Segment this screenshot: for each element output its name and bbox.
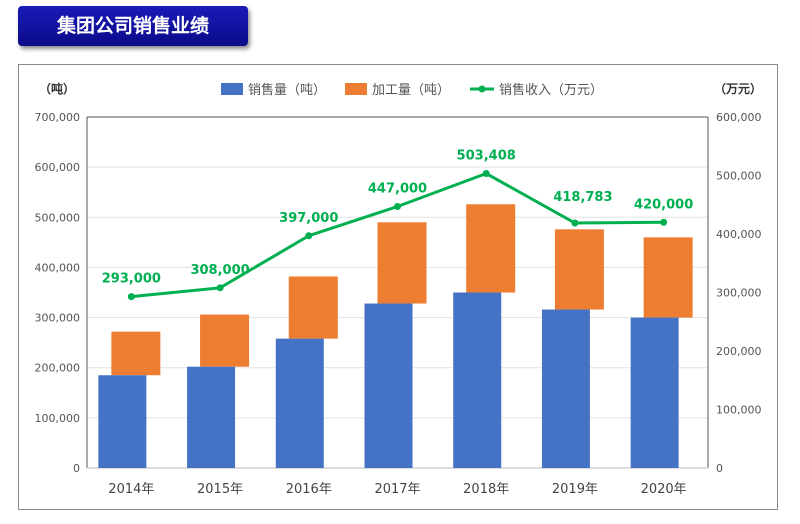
- right-tick-label: 200,000: [716, 345, 762, 358]
- bar-processing: [466, 204, 516, 293]
- bar-sales-volume: [453, 292, 502, 468]
- legend-line-marker: [478, 85, 486, 93]
- data-label-revenue: 420,000: [634, 197, 693, 212]
- legend-label: 销售收入（万元）: [499, 82, 603, 98]
- bar-processing: [643, 237, 693, 318]
- bar-sales-volume: [187, 366, 236, 468]
- data-label-revenue: 397,000: [279, 211, 338, 226]
- x-tick-label: 2019年: [552, 482, 598, 497]
- point-revenue: [660, 218, 668, 226]
- left-tick-label: 700,000: [35, 111, 81, 124]
- bar-sales-volume: [275, 338, 324, 468]
- bar-processing: [200, 314, 250, 367]
- right-tick-label: 300,000: [716, 287, 762, 300]
- left-tick-label: 400,000: [35, 261, 81, 274]
- bar-processing: [554, 229, 604, 310]
- bar-sales-volume: [98, 375, 147, 468]
- data-label-revenue: 503,408: [457, 149, 516, 164]
- bar-processing: [377, 222, 427, 304]
- left-tick-label: 300,000: [35, 312, 81, 325]
- data-label-revenue: 418,783: [553, 190, 612, 205]
- left-tick-label: 600,000: [35, 161, 81, 174]
- bar-sales-volume: [364, 303, 413, 468]
- left-tick-label: 0: [73, 462, 80, 475]
- x-tick-label: 2017年: [374, 482, 420, 497]
- point-revenue: [127, 293, 135, 301]
- x-tick-label: 2020年: [641, 482, 687, 497]
- x-tick-label: 2018年: [463, 482, 509, 497]
- right-tick-label: 0: [716, 462, 723, 475]
- left-tick-label: 100,000: [35, 412, 81, 425]
- point-revenue: [305, 232, 313, 240]
- bar-processing: [111, 331, 161, 376]
- data-label-revenue: 447,000: [368, 182, 427, 197]
- bar-sales-volume: [630, 317, 679, 468]
- right-tick-label: 400,000: [716, 228, 762, 241]
- data-label-revenue: 293,000: [102, 272, 161, 287]
- right-tick-label: 600,000: [716, 111, 762, 124]
- left-axis-label: （吨）: [39, 81, 75, 96]
- x-tick-label: 2015年: [197, 482, 243, 497]
- legend-label: 加工量（吨）: [372, 83, 450, 98]
- right-tick-label: 500,000: [716, 170, 762, 183]
- chart-title-banner: 集团公司销售业绩: [18, 6, 248, 46]
- right-axis-label: （万元）: [714, 81, 762, 96]
- chart-frame: [18, 64, 778, 510]
- point-revenue: [394, 203, 401, 211]
- bar-processing: [288, 276, 338, 339]
- point-revenue: [216, 284, 224, 292]
- bar-sales-volume: [541, 309, 590, 468]
- legend-swatch: [221, 83, 243, 95]
- right-tick-label: 100,000: [716, 404, 762, 417]
- point-revenue: [571, 219, 579, 227]
- x-tick-label: 2016年: [286, 482, 332, 497]
- x-tick-label: 2014年: [108, 482, 154, 497]
- left-tick-label: 500,000: [35, 211, 81, 224]
- legend-label: 销售量（吨）: [248, 82, 326, 98]
- data-label-revenue: 308,000: [190, 263, 249, 278]
- left-tick-label: 200,000: [35, 362, 81, 375]
- legend-swatch: [345, 83, 367, 95]
- point-revenue: [482, 170, 490, 178]
